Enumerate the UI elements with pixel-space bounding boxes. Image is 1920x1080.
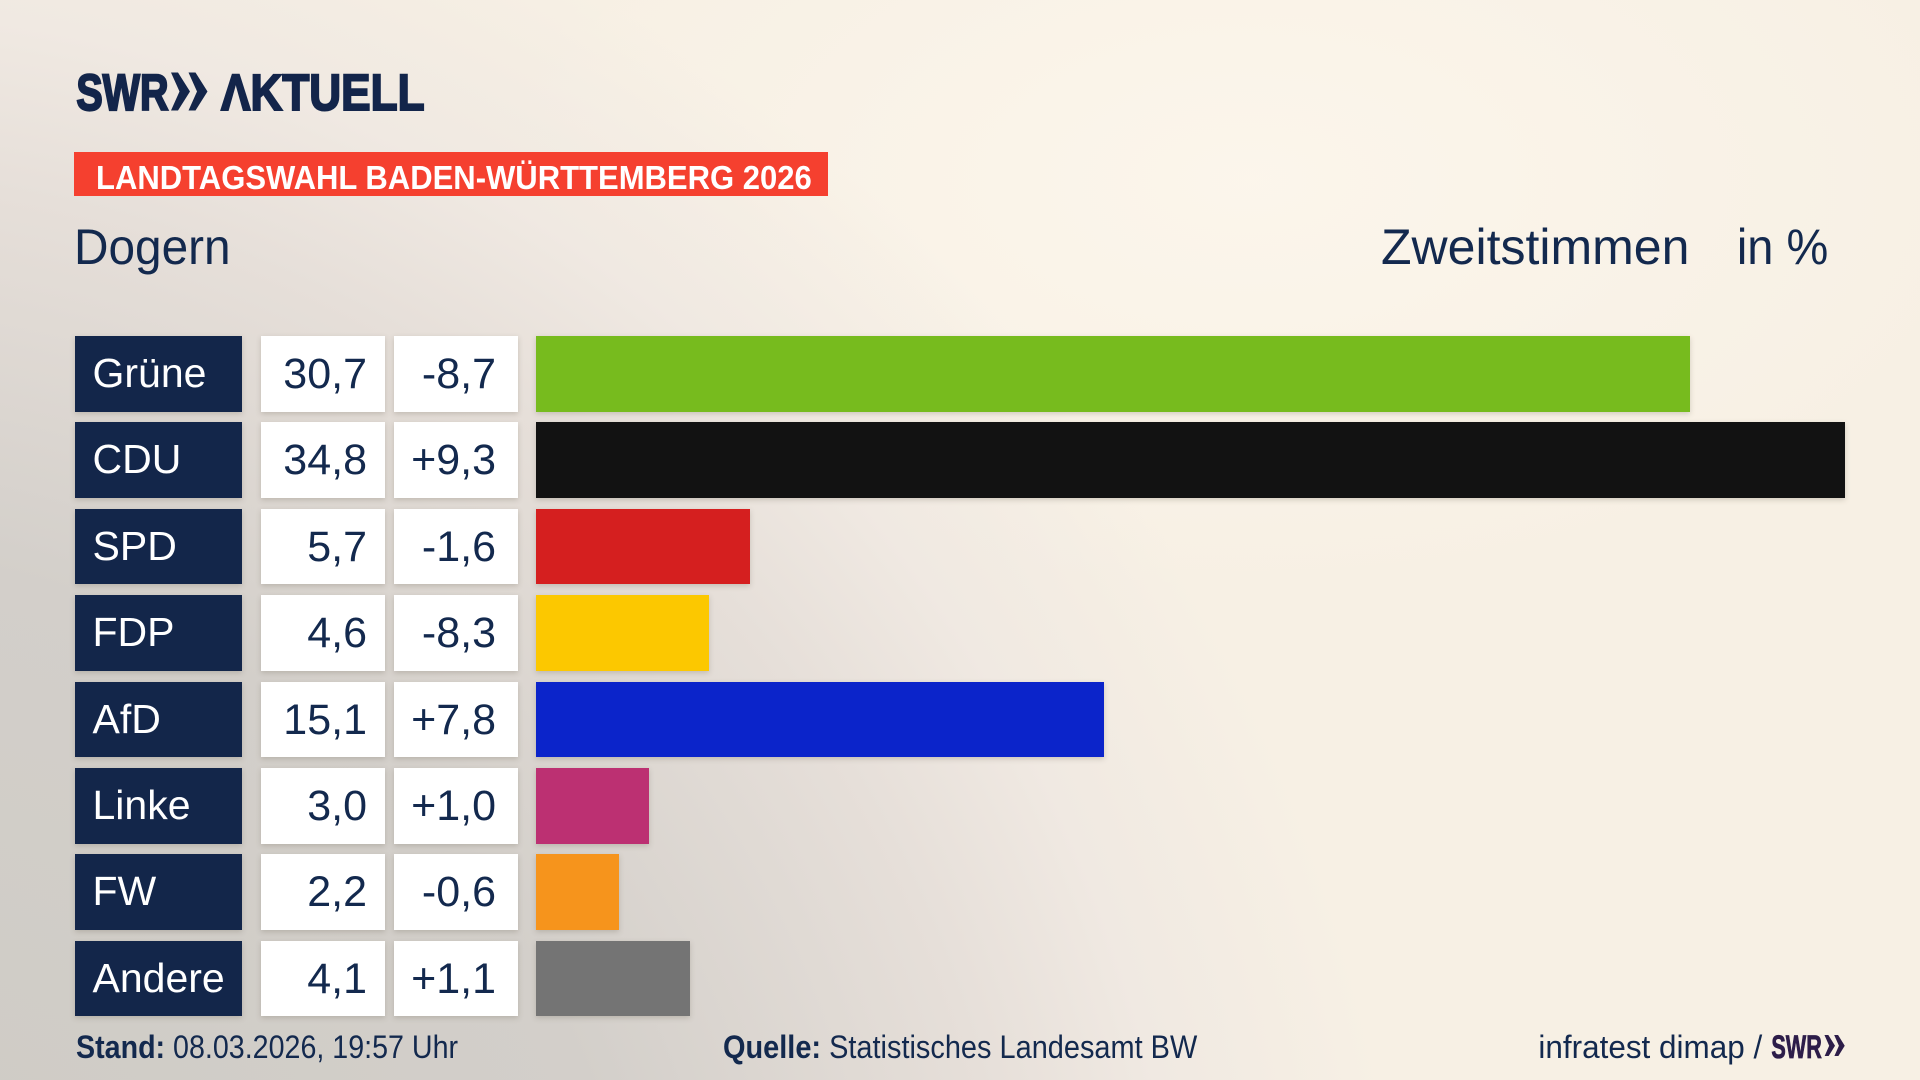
svg-text:SWR: SWR [76,64,168,114]
svg-text:ΛKTUELL: ΛKTUELL [221,65,425,114]
